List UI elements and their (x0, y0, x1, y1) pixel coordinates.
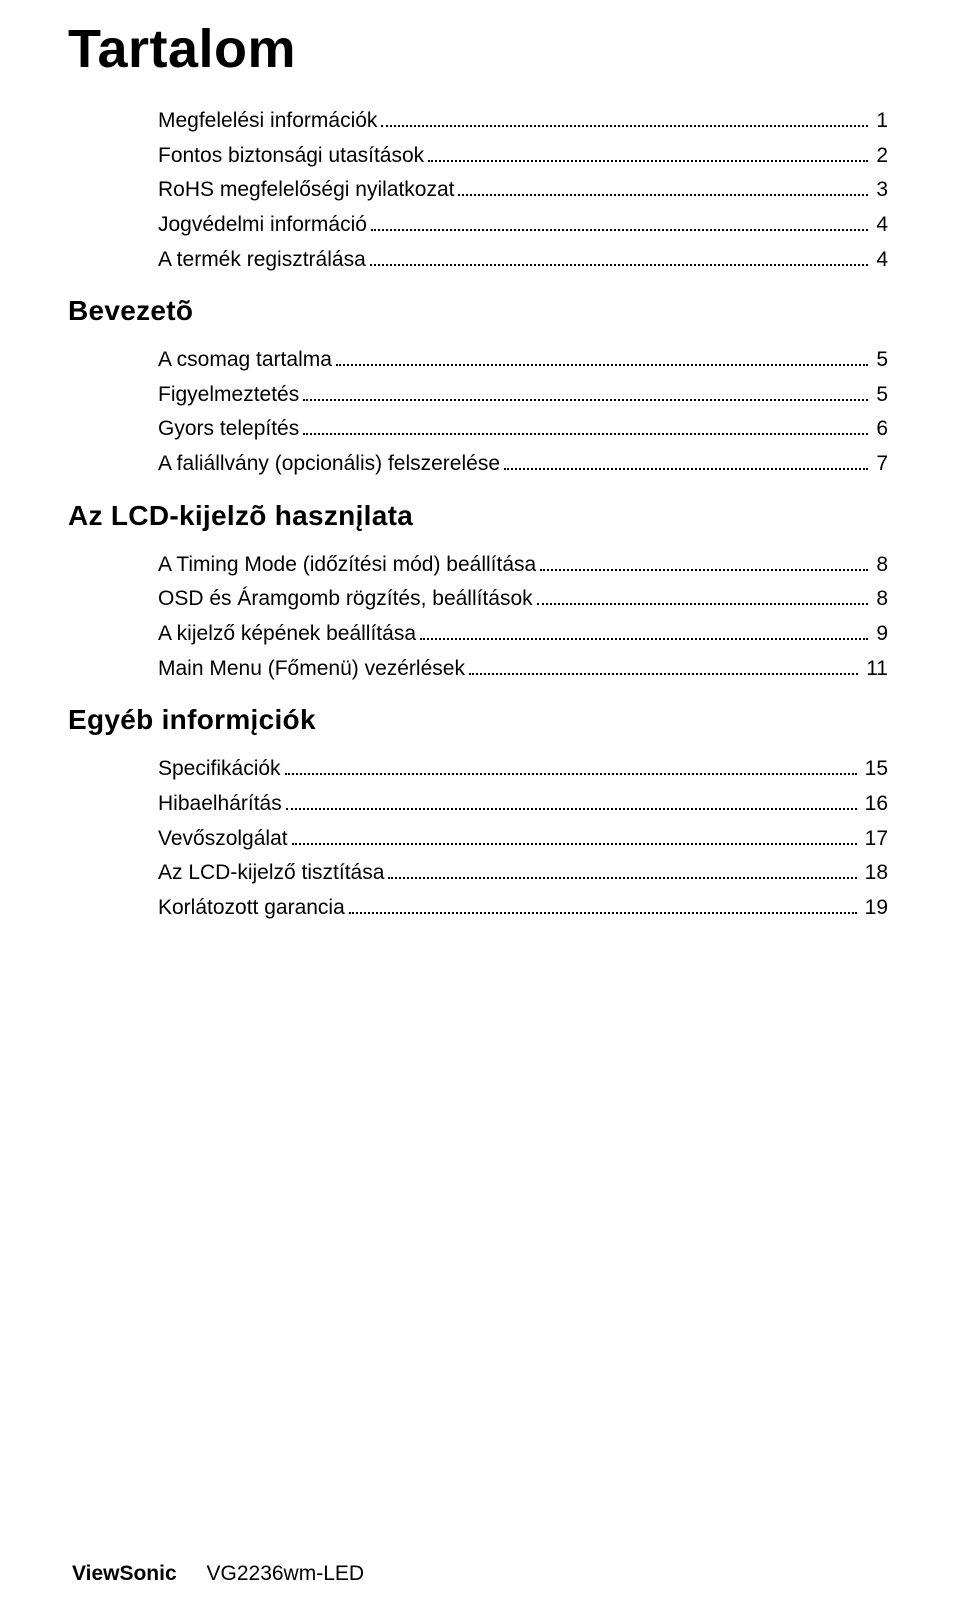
toc-dot-leader (285, 773, 857, 775)
toc-entry-label: Main Menu (Főmenü) vezérlések (158, 652, 465, 687)
toc-dot-leader (420, 638, 868, 640)
toc-entry: Fontos biztonsági utasítások 2 (158, 139, 888, 174)
toc-entry-label: Figyelmeztetés (158, 378, 299, 413)
toc-entry: A csomag tartalma 5 (158, 343, 888, 378)
toc-entry-page: 19 (861, 891, 888, 926)
toc-entry-page: 11 (862, 652, 888, 687)
toc-entry-page: 5 (872, 343, 888, 378)
toc-entry-page: 4 (872, 243, 888, 278)
toc-entry-label: Vevőszolgálat (158, 822, 288, 857)
toc-entry-page: 17 (861, 822, 888, 857)
toc-entry-page: 7 (872, 447, 888, 482)
toc-entry-label: A Timing Mode (időzítési mód) beállítása (158, 548, 536, 583)
toc-list: A csomag tartalma5Figyelmeztetés5Gyors t… (72, 343, 888, 482)
toc-dot-leader (428, 160, 868, 162)
toc-dot-leader (388, 877, 856, 879)
toc-entry: OSD és Áramgomb rögzítés, beállítások 8 (158, 582, 888, 617)
toc-entry-page: 15 (861, 752, 888, 787)
toc-dot-leader (286, 808, 857, 810)
toc-entry-label: Jogvédelmi információ (158, 208, 367, 243)
toc-dot-leader (349, 912, 857, 914)
toc-entry-label: A termék regisztrálása (158, 243, 366, 278)
toc-dot-leader (371, 229, 868, 231)
footer-model: VG2236wm-LED (207, 1562, 365, 1585)
toc-entry: Figyelmeztetés 5 (158, 378, 888, 413)
toc-dot-leader (303, 399, 868, 401)
toc-entry: A kijelző képének beállítása 9 (158, 617, 888, 652)
toc-dot-leader (537, 603, 869, 605)
toc-entry: Main Menu (Főmenü) vezérlések 11 (158, 652, 888, 687)
toc-dot-leader (303, 433, 868, 435)
toc-entry-page: 2 (872, 139, 888, 174)
toc-entry: A Timing Mode (időzítési mód) beállítása… (158, 548, 888, 583)
toc-entry-page: 5 (872, 378, 888, 413)
toc-entry: Hibaelhárítás 16 (158, 787, 888, 822)
toc-entry-page: 6 (872, 412, 888, 447)
toc-dot-leader (540, 569, 868, 571)
toc-entry-label: Megfelelési információk (158, 104, 377, 139)
toc-entry: Vevőszolgálat 17 (158, 822, 888, 857)
toc-dot-leader (504, 468, 868, 470)
toc-list: Specifikációk15Hibaelhárítás16Vevőszolgá… (72, 752, 888, 925)
document-page: Tartalom Megfelelési információk1Fontos … (0, 0, 960, 1614)
toc-entry-page: 3 (872, 173, 888, 208)
toc-entry-page: 4 (872, 208, 888, 243)
toc-entry: Korlátozott garancia 19 (158, 891, 888, 926)
toc-dot-leader (292, 843, 857, 845)
toc-entry: Az LCD-kijelző tisztítása 18 (158, 856, 888, 891)
toc-entry: RoHS megfelelőségi nyilatkozat 3 (158, 173, 888, 208)
footer-brand: ViewSonic (72, 1562, 177, 1585)
toc-entry-page: 8 (872, 582, 888, 617)
toc-entry: A faliállvány (opcionális) felszerelése 7 (158, 447, 888, 482)
toc-section-heading: Bevezetõ (68, 295, 888, 327)
toc-dot-leader (458, 194, 868, 196)
toc-dot-leader (336, 364, 868, 366)
toc-entry-label: Specifikációk (158, 752, 281, 787)
toc-section-heading: Egyéb informįciók (68, 704, 888, 736)
page-footer: ViewSonic VG2236wm-LED (72, 1562, 364, 1586)
toc-dot-leader (370, 264, 869, 266)
toc-entry-page: 9 (872, 617, 888, 652)
toc-entry-label: A csomag tartalma (158, 343, 332, 378)
toc-list: Megfelelési információk1Fontos biztonság… (72, 104, 888, 277)
toc-entry-label: A faliállvány (opcionális) felszerelése (158, 447, 500, 482)
toc-entry-page: 8 (872, 548, 888, 583)
toc-entry-label: Fontos biztonsági utasítások (158, 139, 424, 174)
toc-dot-leader (469, 673, 858, 675)
toc-section-heading: Az LCD-kijelzõ hasznįlata (68, 500, 888, 532)
toc-entry-label: Korlátozott garancia (158, 891, 345, 926)
toc-container: Megfelelési információk1Fontos biztonság… (72, 104, 888, 926)
toc-entry-page: 16 (861, 787, 888, 822)
toc-entry: Jogvédelmi információ 4 (158, 208, 888, 243)
toc-entry: A termék regisztrálása 4 (158, 243, 888, 278)
toc-entry-page: 1 (872, 104, 888, 139)
toc-entry-label: A kijelző képének beállítása (158, 617, 416, 652)
toc-entry: Specifikációk 15 (158, 752, 888, 787)
toc-list: A Timing Mode (időzítési mód) beállítása… (72, 548, 888, 687)
toc-entry: Gyors telepítés 6 (158, 412, 888, 447)
toc-entry-label: RoHS megfelelőségi nyilatkozat (158, 173, 454, 208)
toc-entry-page: 18 (861, 856, 888, 891)
toc-entry-label: Hibaelhárítás (158, 787, 282, 822)
toc-entry-label: OSD és Áramgomb rögzítés, beállítások (158, 582, 533, 617)
toc-dot-leader (381, 125, 868, 127)
page-title: Tartalom (68, 18, 888, 80)
toc-entry-label: Az LCD-kijelző tisztítása (158, 856, 384, 891)
toc-entry-label: Gyors telepítés (158, 412, 299, 447)
toc-entry: Megfelelési információk 1 (158, 104, 888, 139)
